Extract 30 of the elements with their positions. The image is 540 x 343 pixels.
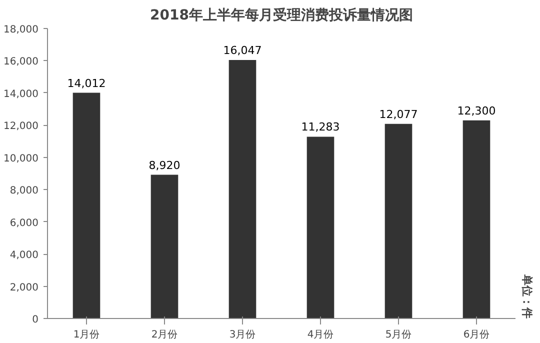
y-tick-label: 0 <box>32 314 39 326</box>
y-tick-label: 14,000 <box>4 88 39 100</box>
data-label: 8,920 <box>148 158 180 172</box>
y-tick-label: 16,000 <box>4 56 39 68</box>
x-tick-label: 6月份 <box>463 330 490 340</box>
data-label: 12,300 <box>457 104 496 118</box>
bar <box>150 174 178 318</box>
x-tick-label: 2月份 <box>151 330 178 340</box>
x-tick-label: 4月份 <box>307 330 334 340</box>
bar <box>72 92 100 318</box>
text: 单位：件 <box>520 274 534 318</box>
data-label: 16,047 <box>223 44 262 57</box>
bar <box>462 120 490 318</box>
bar <box>306 136 334 318</box>
chart-title: 2018年上半年每月受理消费投诉量情况图 <box>150 8 413 24</box>
x-tick-label: 1月份 <box>73 330 100 340</box>
bar <box>384 124 412 318</box>
y-tick-label: 18,000 <box>4 24 39 36</box>
y-tick-label: 4,000 <box>10 250 39 262</box>
x-tick-label: 3月份 <box>229 330 256 340</box>
y-tick-label: 12,000 <box>4 121 39 132</box>
bar <box>228 60 256 318</box>
x-tick-label: 5月份 <box>385 330 412 340</box>
data-label: 11,283 <box>301 120 340 134</box>
data-label: 14,012 <box>67 76 106 90</box>
y-tick-label: 6,000 <box>10 218 39 229</box>
y-tick-label: 10,000 <box>4 153 39 164</box>
y-tick-label: 8,000 <box>10 186 39 197</box>
data-label: 12,077 <box>379 108 418 121</box>
y-tick-label: 2,000 <box>10 282 39 294</box>
